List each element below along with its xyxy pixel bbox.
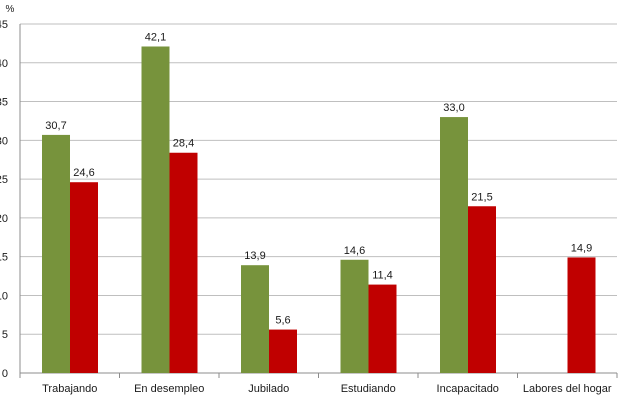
bar bbox=[468, 206, 496, 373]
bar bbox=[42, 134, 70, 373]
x-category-label: Labores del hogar bbox=[523, 383, 612, 395]
y-tick-label: 35 bbox=[0, 97, 8, 109]
y-tick-label: 40 bbox=[0, 58, 8, 70]
data-label: 13,9 bbox=[244, 250, 265, 262]
bar bbox=[169, 152, 198, 373]
bar bbox=[141, 46, 170, 373]
x-category-label: En desempleo bbox=[134, 383, 204, 395]
bar bbox=[340, 259, 369, 373]
data-label: 14,9 bbox=[571, 242, 592, 254]
y-tick-label: 10 bbox=[0, 290, 8, 302]
y-tick-label: 20 bbox=[0, 213, 8, 225]
bar bbox=[241, 265, 269, 373]
data-labels: 30,7 42,1 13,9 14,6 33,0 24,6 28,4 5,6 11,4 21,5 1… bbox=[45, 31, 592, 326]
x-category-label: Estudiando bbox=[341, 383, 396, 395]
x-category-labels: Trabajando En desempleo Jubilado Estudiando… bbox=[42, 383, 612, 395]
y-tick-label: 30 bbox=[0, 135, 8, 147]
data-label: 24,6 bbox=[73, 167, 94, 179]
data-label: 14,6 bbox=[344, 245, 365, 257]
y-tick-label: 45 bbox=[0, 19, 8, 31]
bar bbox=[368, 284, 397, 373]
x-category-label: Trabajando bbox=[42, 383, 97, 395]
data-label: 28,4 bbox=[173, 138, 194, 150]
axes bbox=[19, 24, 618, 378]
bars bbox=[42, 46, 596, 373]
data-label: 33,0 bbox=[443, 102, 464, 114]
y-tick-label: 0 bbox=[2, 368, 8, 380]
bar bbox=[70, 182, 98, 373]
data-label: 30,7 bbox=[45, 120, 66, 132]
bar bbox=[269, 329, 297, 373]
data-label: 42,1 bbox=[145, 31, 166, 43]
data-label: 5,6 bbox=[275, 315, 290, 327]
x-category-label: Incapacitado bbox=[437, 383, 499, 395]
y-tick-label: 15 bbox=[0, 252, 8, 264]
bar bbox=[440, 117, 468, 373]
y-tick-labels: 0 5 10 15 20 25 30 35 40 45 bbox=[0, 19, 8, 380]
y-tick-label: 5 bbox=[2, 329, 8, 341]
bar bbox=[567, 257, 596, 373]
x-category-label: Jubilado bbox=[248, 383, 289, 395]
data-label: 21,5 bbox=[471, 191, 492, 203]
data-label: 11,4 bbox=[372, 270, 393, 282]
y-axis-unit-label: % bbox=[6, 4, 15, 15]
gridlines bbox=[20, 23, 617, 335]
y-tick-label: 25 bbox=[0, 174, 8, 186]
